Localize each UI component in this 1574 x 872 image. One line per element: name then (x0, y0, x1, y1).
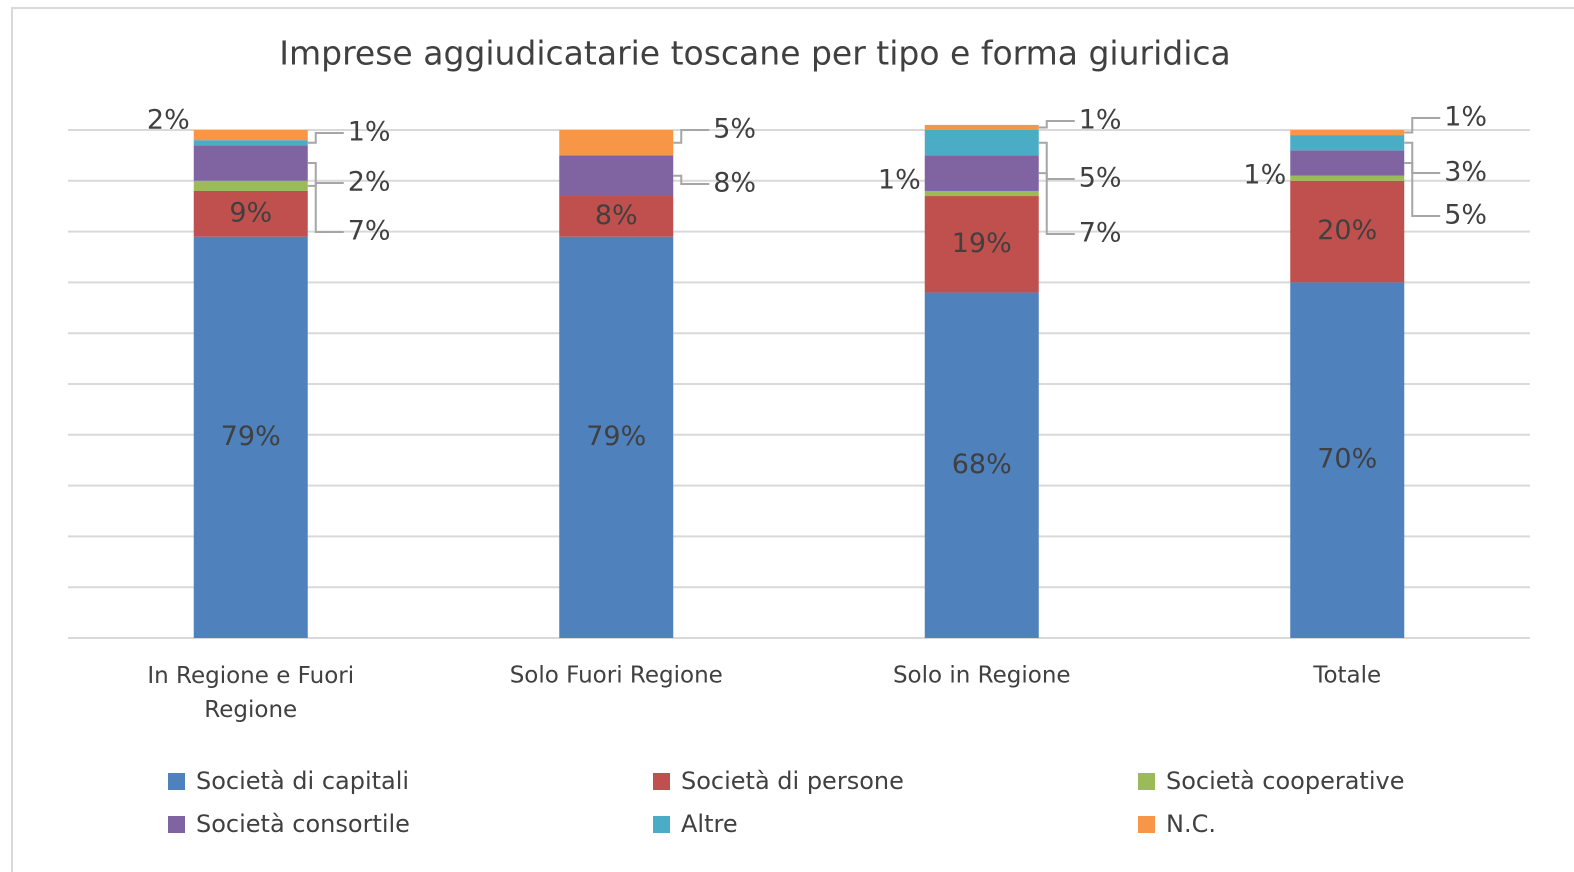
value-label: 1% (1243, 160, 1286, 191)
leader-line (1404, 117, 1441, 134)
bar-segment (193, 236, 308, 638)
legend-swatch (653, 816, 670, 833)
x-tick-label-line: Regione (204, 697, 297, 723)
legend-label: Altre (681, 810, 738, 838)
leader-line (307, 182, 344, 187)
x-tick-label: Solo Fuori Regione (510, 663, 723, 689)
leader-line (307, 132, 344, 144)
value-label: 7% (348, 216, 391, 247)
leader-line (673, 174, 710, 185)
leader-line (307, 162, 344, 233)
leader-line (1404, 141, 1441, 174)
bar-segment (1290, 130, 1405, 136)
legend-swatch (653, 773, 670, 790)
leader-line (1038, 172, 1075, 235)
bar-segment (924, 155, 1039, 191)
chart-frame (11, 7, 1574, 872)
legend-swatch (1138, 816, 1155, 833)
bar-segment (193, 180, 308, 191)
legend-label: Società consortile (196, 810, 410, 838)
x-tick-label: Solo in Regione (893, 663, 1071, 689)
value-label: 20% (1317, 215, 1377, 246)
x-tick-label-line: In Regione e Fuori (147, 663, 354, 689)
legend-label: Società di persone (681, 767, 904, 795)
bar-segment (559, 196, 674, 237)
leader-line (673, 129, 710, 144)
value-label: 5% (1079, 163, 1122, 194)
bar-segment (1290, 150, 1405, 176)
bar-segment (193, 145, 308, 181)
bar-segment (924, 124, 1039, 130)
legend-swatch (1138, 773, 1155, 790)
bar-segment (924, 190, 1039, 197)
bar-segment (559, 130, 674, 156)
bar-segment (1290, 282, 1405, 638)
value-label: 70% (1317, 444, 1377, 475)
value-label: 9% (229, 197, 272, 228)
bar-segment (1290, 135, 1405, 151)
bar-segment (1290, 175, 1405, 181)
value-label: 1% (348, 117, 391, 148)
bar-segment (193, 140, 308, 146)
legend-label: Società di capitali (196, 767, 409, 795)
bar-segment (924, 292, 1039, 638)
value-label: 5% (713, 114, 756, 145)
value-label: 8% (713, 168, 756, 199)
leader-line (1404, 162, 1441, 217)
bar-segment (924, 130, 1039, 156)
x-tick-label: In Regione e Fuori Regione (147, 663, 354, 723)
value-label: 7% (1079, 218, 1122, 249)
value-label: 1% (878, 165, 921, 196)
value-label: 8% (595, 200, 638, 231)
leader-line (1038, 141, 1075, 180)
bar-segment (559, 155, 674, 197)
value-label: 68% (952, 449, 1012, 480)
bar-segment (924, 196, 1039, 293)
value-label: 2% (348, 167, 391, 198)
value-label: 79% (221, 421, 281, 452)
bar-segment (1290, 180, 1405, 283)
bar-segment (559, 236, 674, 638)
value-label: 1% (1444, 102, 1487, 133)
value-label: 19% (952, 228, 1012, 259)
legend-label: N.C. (1166, 810, 1216, 838)
legend-swatch (168, 773, 185, 790)
value-label: 1% (1079, 105, 1122, 136)
value-label: 2% (147, 105, 190, 136)
bar-segment (193, 130, 308, 141)
legend-swatch (168, 816, 185, 833)
bar-segment (193, 190, 308, 237)
x-tick-label: Totale (1312, 663, 1381, 689)
value-label: 5% (1444, 200, 1487, 231)
leader-line (1038, 120, 1075, 129)
legend-label: Società cooperative (1166, 767, 1404, 795)
chart-title: Imprese aggiudicatarie toscane per tipo … (279, 34, 1230, 73)
value-label: 3% (1444, 157, 1487, 188)
value-label: 79% (586, 421, 646, 452)
